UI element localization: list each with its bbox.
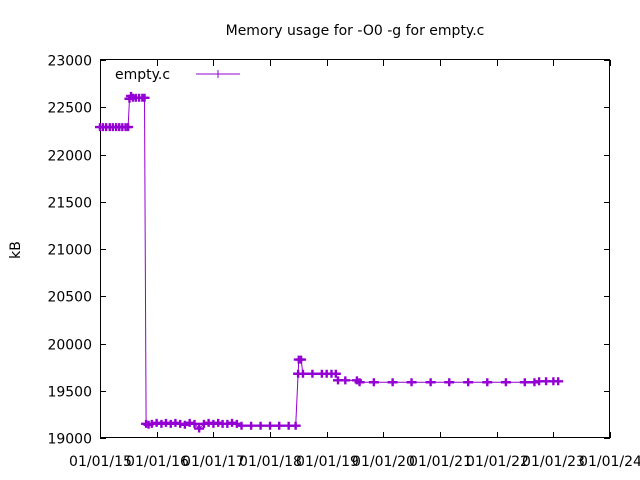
data-point-marker <box>246 421 257 430</box>
data-point-marker <box>387 378 398 387</box>
data-point-marker <box>274 421 285 430</box>
plot-area <box>95 91 564 433</box>
data-point-marker <box>444 378 455 387</box>
data-point-marker <box>406 378 417 387</box>
data-point-marker <box>463 378 474 387</box>
data-point-marker <box>139 93 150 102</box>
data-point-marker <box>297 369 308 378</box>
data-point-marker <box>307 369 318 378</box>
data-point-marker <box>265 421 276 430</box>
data-point-marker <box>194 424 205 433</box>
data-point-marker <box>290 421 301 430</box>
x-tick-label: 01/01/17 <box>182 454 245 470</box>
data-point-marker <box>500 378 511 387</box>
data-point-marker <box>236 421 247 430</box>
x-axis: 01/01/1501/01/1601/01/1701/01/1801/01/19… <box>69 60 640 470</box>
data-point-marker <box>255 421 266 430</box>
data-point-marker <box>296 355 307 364</box>
x-tick-label: 01/01/15 <box>69 454 132 470</box>
data-point-marker <box>340 376 351 385</box>
x-tick-label: 01/01/19 <box>296 454 359 470</box>
x-tick-label: 01/01/20 <box>352 454 415 470</box>
y-tick-label: 21500 <box>47 196 92 212</box>
y-axis: 19000 19500 20000 20500 21000 21500 22000 22500… <box>47 54 610 448</box>
legend-marker-empty-c <box>214 70 222 78</box>
y-axis-label: kB <box>8 241 24 259</box>
legend-label-empty-c: empty.c <box>115 67 170 83</box>
data-point-marker <box>553 377 564 386</box>
y-tick-label: 22500 <box>47 101 92 117</box>
legend: empty.c <box>115 67 240 83</box>
data-point-marker <box>519 378 530 387</box>
x-tick-label: 01/01/23 <box>522 454 585 470</box>
data-point-marker <box>123 123 134 132</box>
data-point-marker <box>425 378 436 387</box>
y-tick-label: 19500 <box>47 385 92 401</box>
series-line-empty-c <box>100 95 559 430</box>
y-tick-label: 21000 <box>47 243 92 259</box>
y-tick-label: 22000 <box>47 149 92 165</box>
x-tick-label: 01/01/22 <box>466 454 529 470</box>
data-point-marker <box>368 378 379 387</box>
x-tick-label: 01/01/21 <box>409 454 472 470</box>
x-tick-label: 01/01/18 <box>239 454 302 470</box>
data-point-marker <box>189 419 200 428</box>
y-tick-label: 23000 <box>47 54 92 70</box>
y-tick-label: 20500 <box>47 290 92 306</box>
chart-title: Memory usage for -O0 -g for empty.c <box>226 23 485 39</box>
x-tick-label: 01/01/16 <box>126 454 189 470</box>
x-tick-label: 01/01/24 <box>579 454 640 470</box>
data-point-marker <box>482 378 493 387</box>
plot-frame <box>100 59 610 438</box>
y-tick-label: 19000 <box>47 432 92 448</box>
data-point-marker <box>330 369 341 378</box>
data-point-marker <box>354 378 365 387</box>
y-tick-label: 20000 <box>47 338 92 354</box>
